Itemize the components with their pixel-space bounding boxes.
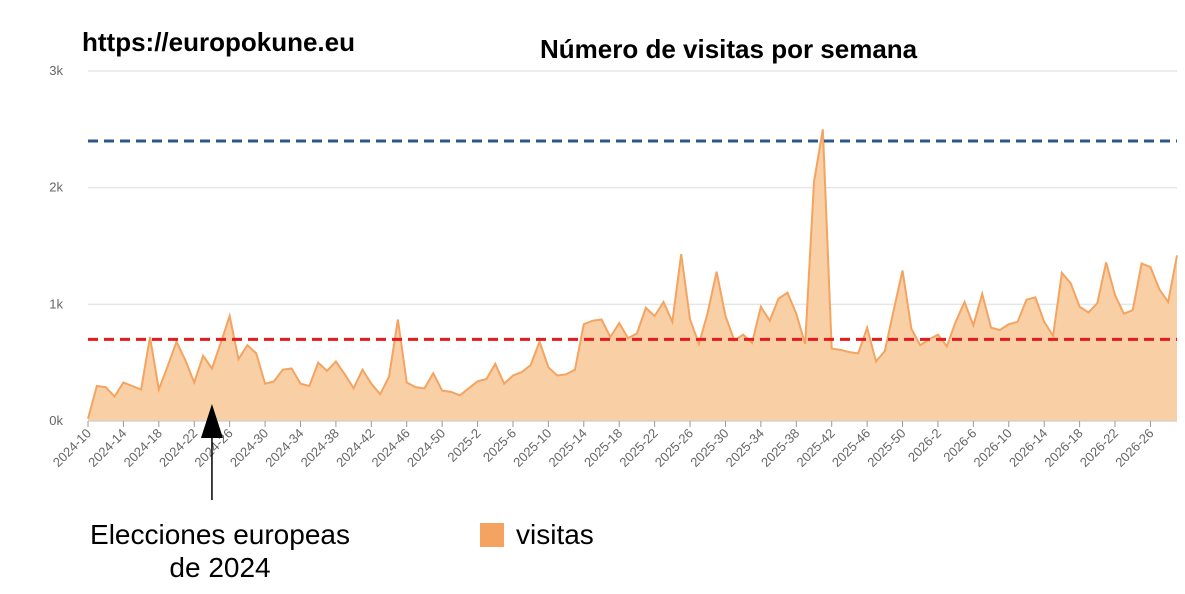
chart-title: Número de visitas por semana bbox=[540, 34, 918, 64]
x-tick-label: 2026-22 bbox=[1077, 426, 1121, 470]
x-tick-label: 2025-18 bbox=[581, 426, 625, 470]
annotation-line-2: de 2024 bbox=[169, 552, 271, 583]
x-tick-label: 2025-26 bbox=[652, 426, 696, 470]
site-url: https://europokune.eu bbox=[82, 27, 355, 57]
x-tick-label: 2026-2 bbox=[905, 426, 944, 465]
x-tick-label: 2025-2 bbox=[444, 426, 483, 465]
x-tick-label: 2025-42 bbox=[793, 426, 837, 470]
x-tick-label: 2024-30 bbox=[227, 426, 271, 470]
x-tick-label: 2025-38 bbox=[758, 426, 802, 470]
x-tick-label: 2026-10 bbox=[971, 426, 1015, 470]
y-tick-label: 0k bbox=[49, 413, 63, 428]
x-tick-label: 2025-10 bbox=[510, 426, 554, 470]
annotation-arrow bbox=[200, 404, 223, 500]
x-tick-label: 2025-30 bbox=[687, 426, 731, 470]
legend: visitas bbox=[480, 519, 594, 551]
x-tick-label: 2026-26 bbox=[1112, 426, 1156, 470]
x-tick-label: 2024-42 bbox=[333, 426, 377, 470]
series-area bbox=[87, 129, 1178, 421]
x-tick-label: 2024-50 bbox=[404, 426, 448, 470]
x-tick-label: 2026-18 bbox=[1041, 426, 1085, 470]
x-tick-label: 2025-34 bbox=[723, 426, 767, 470]
x-tick-label: 2025-22 bbox=[616, 426, 660, 470]
y-tick-label: 2k bbox=[49, 180, 63, 195]
annotation-line-1: Elecciones europeas bbox=[90, 519, 350, 550]
series-area-fill bbox=[88, 129, 1177, 421]
x-tick-label: 2024-22 bbox=[156, 426, 200, 470]
annotation-text: Elecciones europeas de 2024 bbox=[60, 518, 380, 584]
legend-swatch bbox=[480, 523, 504, 547]
y-tick-label: 1k bbox=[49, 296, 63, 311]
x-tick-label: 2024-38 bbox=[298, 426, 342, 470]
annotation-arrow-head bbox=[200, 404, 223, 438]
y-axis-ticks: 0k 1k 2k 3k bbox=[49, 63, 63, 428]
x-tick-label: 2024-14 bbox=[85, 426, 129, 470]
x-tick-label: 2024-34 bbox=[262, 426, 306, 470]
x-tick-label: 2025-14 bbox=[546, 426, 590, 470]
legend-label: visitas bbox=[516, 519, 594, 550]
x-tick-label: 2025-46 bbox=[829, 426, 873, 470]
x-tick-label: 2025-50 bbox=[864, 426, 908, 470]
reference-lines bbox=[88, 139, 1177, 341]
x-tick-label: 2026-14 bbox=[1006, 426, 1050, 470]
y-tick-label: 3k bbox=[49, 63, 63, 78]
series-line bbox=[87, 129, 1178, 419]
x-tick-label: 2024-18 bbox=[121, 426, 165, 470]
x-tick-label: 2024-10 bbox=[50, 426, 94, 470]
x-tick-label: 2024-46 bbox=[369, 426, 413, 470]
